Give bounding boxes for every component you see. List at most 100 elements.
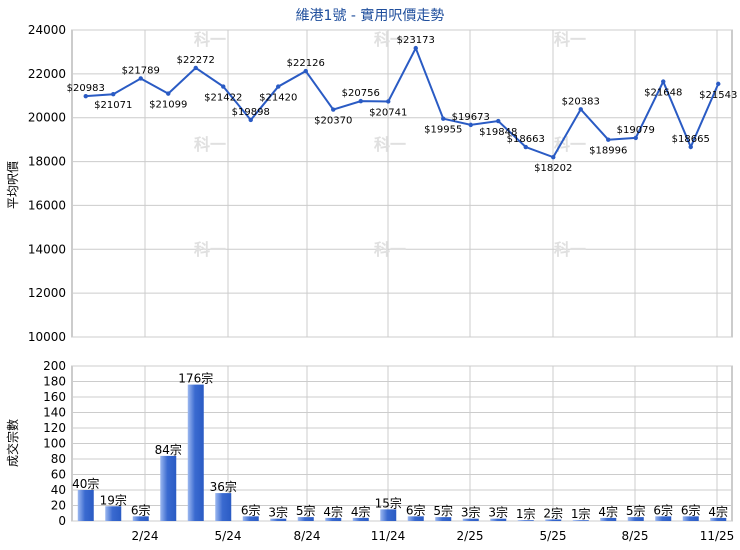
volume-data-label: 15宗 [375, 495, 402, 510]
volume-bar [517, 520, 534, 521]
watermark-text: 科一 [194, 30, 226, 49]
price-data-label: $19955 [424, 125, 462, 136]
x-tick-label: 11/25 [700, 529, 735, 543]
volume-y-tick-label: 80 [51, 452, 66, 466]
volume-y-axis-label: 成交宗數 [5, 419, 20, 467]
price-point [716, 81, 721, 87]
volume-data-label: 1宗 [571, 506, 591, 521]
price-point [688, 144, 693, 150]
volume-data-label: 4宗 [323, 504, 343, 519]
price-y-tick-label: 14000 [28, 242, 66, 256]
volume-bar [682, 516, 699, 521]
volume-bar [77, 490, 94, 521]
price-point [468, 122, 473, 128]
price-data-label: $18665 [672, 134, 710, 145]
price-data-label: $18202 [534, 163, 572, 174]
price-data-label: $21420 [259, 93, 297, 104]
x-tick-label: 8/25 [622, 529, 649, 543]
volume-bar [187, 384, 204, 521]
volume-y-tick-label: 0 [58, 514, 66, 528]
volume-bar [325, 517, 342, 521]
volume-y-tick-label: 200 [43, 359, 66, 373]
price-y-axis-label: 平均呎價 [6, 161, 20, 209]
price-data-label: $21422 [204, 93, 242, 104]
volume-data-label: 36宗 [210, 479, 237, 494]
price-data-label: $18996 [589, 146, 627, 157]
volume-data-label: 40宗 [72, 476, 99, 491]
price-data-label: $20370 [314, 116, 352, 127]
price-point [221, 84, 226, 89]
volume-data-label: 5宗 [433, 503, 453, 518]
price-point [138, 76, 143, 81]
price-data-label: $22272 [177, 55, 215, 66]
volume-bar [435, 517, 452, 521]
volume-data-label: 6宗 [131, 502, 151, 517]
volume-data-label: 6宗 [406, 502, 426, 517]
volume-y-tick-label: 100 [43, 437, 66, 451]
volume-y-tick-label: 160 [43, 390, 66, 404]
volume-y-tick-label: 120 [43, 421, 66, 435]
price-y-tick-label: 12000 [28, 286, 66, 300]
price-y-tick-label: 16000 [28, 198, 66, 212]
watermark-text: 科一 [554, 135, 586, 154]
watermark-text: 科一 [554, 240, 586, 259]
volume-bar [572, 520, 589, 521]
volume-y-tick-label: 20 [51, 499, 66, 513]
volume-bar [105, 506, 122, 521]
price-point [166, 91, 171, 96]
volume-data-label: 5宗 [296, 503, 316, 518]
price-data-label: $19673 [452, 112, 490, 123]
volume-bar [160, 455, 177, 521]
price-point [661, 79, 666, 84]
price-point [248, 117, 253, 123]
price-point [331, 107, 336, 112]
watermark-text: 科一 [374, 135, 406, 154]
watermark-text: 科一 [374, 30, 406, 49]
volume-data-label: 84宗 [155, 442, 182, 457]
volume-data-label: 19宗 [100, 492, 127, 507]
price-point [193, 65, 198, 71]
price-point [83, 93, 88, 99]
x-tick-label: 5/25 [540, 529, 567, 543]
price-data-label: $20983 [67, 83, 105, 94]
watermark-text: 科一 [194, 240, 226, 259]
volume-data-label: 4宗 [708, 504, 728, 519]
volume-data-label: 6宗 [653, 502, 673, 517]
price-data-label: $19898 [232, 107, 270, 118]
volume-bar [215, 493, 232, 521]
price-data-label: $21099 [149, 100, 187, 111]
price-point [303, 68, 308, 74]
x-tick-label: 8/24 [294, 529, 321, 543]
price-point [633, 135, 638, 141]
volume-data-label: 3宗 [268, 505, 288, 520]
volume-data-label: 6宗 [681, 502, 701, 517]
price-point [358, 98, 363, 104]
price-point [386, 99, 391, 104]
price-data-label: $21543 [699, 90, 737, 101]
volume-bar [242, 516, 259, 521]
price-line-panel: 10000 12000 14000 16000 18000 20000 22000 24000… [28, 23, 738, 344]
price-series-line [85, 45, 720, 159]
price-y-tick-label: 10000 [28, 330, 66, 344]
price-data-label: $20741 [369, 107, 407, 118]
volume-data-label: 6宗 [241, 502, 261, 517]
price-data-label: $21648 [644, 88, 682, 99]
price-data-label: $20383 [562, 96, 600, 107]
volume-bar [132, 516, 149, 521]
price-y-tick-label: 22000 [28, 67, 66, 81]
watermark-text: 科一 [554, 30, 586, 49]
volume-bar [270, 518, 287, 521]
watermark-text: 科一 [194, 135, 226, 154]
volume-bar [297, 517, 314, 521]
volume-bar [655, 516, 672, 521]
volume-y-tick-label: 40 [51, 483, 66, 497]
price-data-label: $23173 [397, 35, 435, 46]
price-y-tick-label: 24000 [28, 23, 66, 37]
watermark-text: 科一 [374, 240, 406, 259]
volume-bar [352, 517, 369, 521]
price-point [578, 107, 583, 112]
price-point [276, 84, 281, 89]
volume-data-label: 3宗 [488, 505, 508, 520]
price-point [606, 137, 611, 142]
